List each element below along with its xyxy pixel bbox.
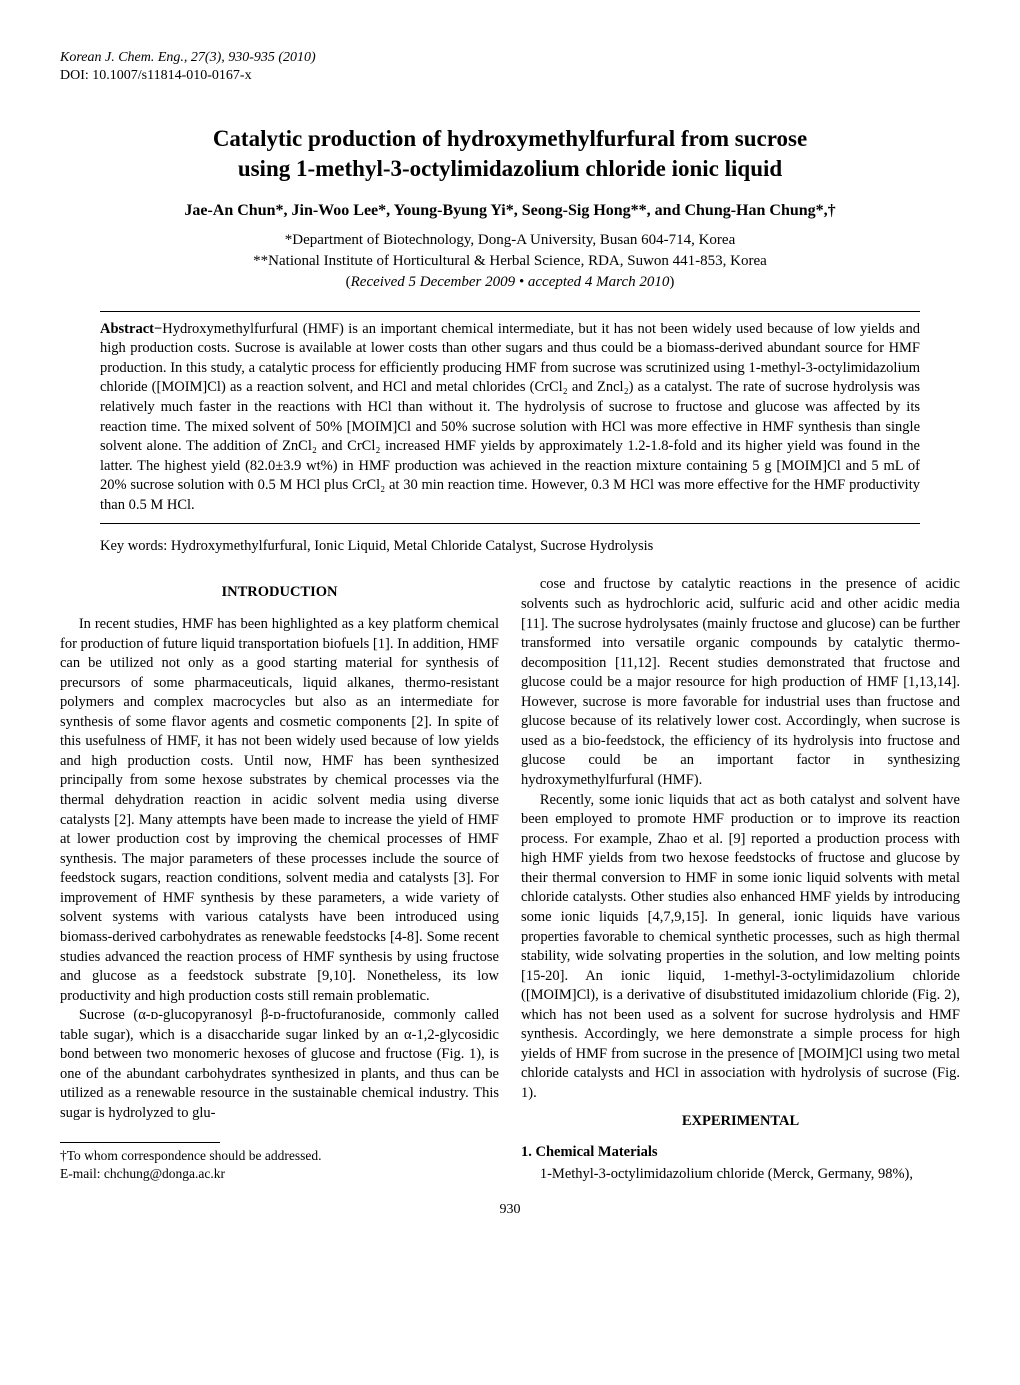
abstract-text: Hydroxymethylfurfural (HMF) is an import…: [100, 321, 920, 513]
received-italic: Received 5 December 2009 • accepted 4 Ma…: [351, 274, 670, 290]
authors-line: Jae-An Chun*, Jin-Woo Lee*, Young-Byung …: [60, 202, 960, 220]
right-paragraph-2: Recently, some ionic liquids that act as…: [521, 791, 960, 1104]
intro-paragraph-1: In recent studies, HMF has been highligh…: [60, 615, 499, 1006]
doi-text: DOI: 10.1007/s11814-010-0167-x: [60, 68, 960, 84]
experimental-heading: EXPERIMENTAL: [521, 1112, 960, 1132]
affiliation-2: **National Institute of Horticultural & …: [60, 253, 960, 270]
chemical-materials-paragraph-1: 1-Methyl-3-octylimidazolium chloride (Me…: [521, 1165, 960, 1185]
abstract-label: Abstract−: [100, 321, 162, 337]
left-column: INTRODUCTION In recent studies, HMF has …: [60, 575, 499, 1184]
footnote-separator: [60, 1142, 220, 1143]
paper-title: Catalytic production of hydroxymethylfur…: [60, 124, 960, 184]
abstract-block: Abstract−Hydroxymethylfurfural (HMF) is …: [100, 311, 920, 525]
intro-paragraph-2: Sucrose (α-ᴅ-glucopyranosyl β-ᴅ-fructofu…: [60, 1006, 499, 1123]
affiliation-1: *Department of Biotechnology, Dong-A Uni…: [60, 232, 960, 249]
keywords-line: Key words: Hydroxymethylfurfural, Ionic …: [100, 538, 920, 555]
received-dates: (Received 5 December 2009 • accepted 4 M…: [60, 274, 960, 291]
title-line-2: using 1-methyl-3-octylimidazolium chlori…: [60, 154, 960, 184]
chemical-materials-heading: 1. Chemical Materials: [521, 1143, 960, 1163]
two-column-layout: INTRODUCTION In recent studies, HMF has …: [60, 575, 960, 1184]
title-line-1: Catalytic production of hydroxymethylfur…: [60, 124, 960, 154]
right-paragraph-1: cose and fructose by catalytic reactions…: [521, 575, 960, 790]
footnote-correspondence: †To whom correspondence should be addres…: [60, 1147, 499, 1165]
page-number: 930: [60, 1202, 960, 1218]
footnote-email: E-mail: chchung@donga.ac.kr: [60, 1165, 499, 1183]
introduction-heading: INTRODUCTION: [60, 583, 499, 603]
journal-info: Korean J. Chem. Eng., 27(3), 930-935 (20…: [60, 50, 960, 66]
right-column: cose and fructose by catalytic reactions…: [521, 575, 960, 1184]
